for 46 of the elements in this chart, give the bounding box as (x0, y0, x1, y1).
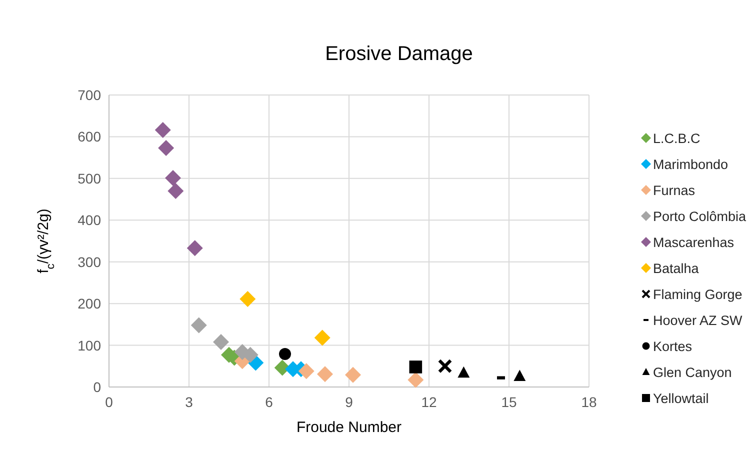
y-tick-label: 300 (78, 254, 102, 270)
point (458, 366, 470, 378)
legend-label: Batalha (653, 261, 700, 276)
y-tick-label: 500 (78, 170, 102, 186)
point (314, 330, 330, 346)
point (279, 348, 291, 360)
y-tick-label: 400 (78, 212, 102, 228)
point (438, 358, 452, 374)
point (165, 170, 181, 186)
legend-label: Flaming Gorge (653, 287, 742, 302)
x-tick-label: 9 (345, 394, 354, 410)
point (240, 290, 256, 307)
legend-label: Marimbondo (653, 157, 728, 172)
legend-label: Glen Canyon (653, 365, 732, 380)
y-tick-label: 0 (93, 379, 102, 395)
point (190, 317, 207, 334)
x-tick-label: 18 (581, 394, 597, 410)
x-tick-label: 0 (105, 394, 114, 410)
x-tick-label: 6 (265, 394, 274, 410)
y-tick-label: 200 (78, 296, 102, 312)
point (345, 366, 361, 383)
x-tick-label: 12 (421, 394, 437, 410)
point (158, 140, 174, 156)
legend-label: L.C.B.C (653, 131, 701, 146)
legend-label: Mascarenhas (653, 235, 734, 250)
x-axis-title: Froude Number (296, 419, 402, 436)
point (213, 334, 229, 350)
legend-label: Hoover AZ SW (653, 313, 743, 328)
point (168, 182, 184, 199)
x-tick-label: 3 (185, 394, 194, 410)
y-tick-label: 100 (78, 337, 102, 354)
legend-label: Porto Colômbia (653, 209, 747, 224)
x-tick-label: 15 (501, 394, 517, 410)
point (154, 122, 171, 138)
point (298, 363, 314, 380)
y-tick-label: 600 (78, 128, 102, 145)
point (409, 360, 422, 374)
point (514, 370, 526, 381)
legend-label: Kortes (653, 339, 692, 354)
point (317, 366, 333, 382)
chart-title: Erosive Damage (325, 43, 473, 65)
y-tick-label: 700 (78, 87, 102, 103)
point (408, 372, 424, 388)
point (186, 240, 203, 256)
legend-label: Yellowtail (653, 391, 709, 406)
legend-label: Furnas (653, 183, 696, 198)
